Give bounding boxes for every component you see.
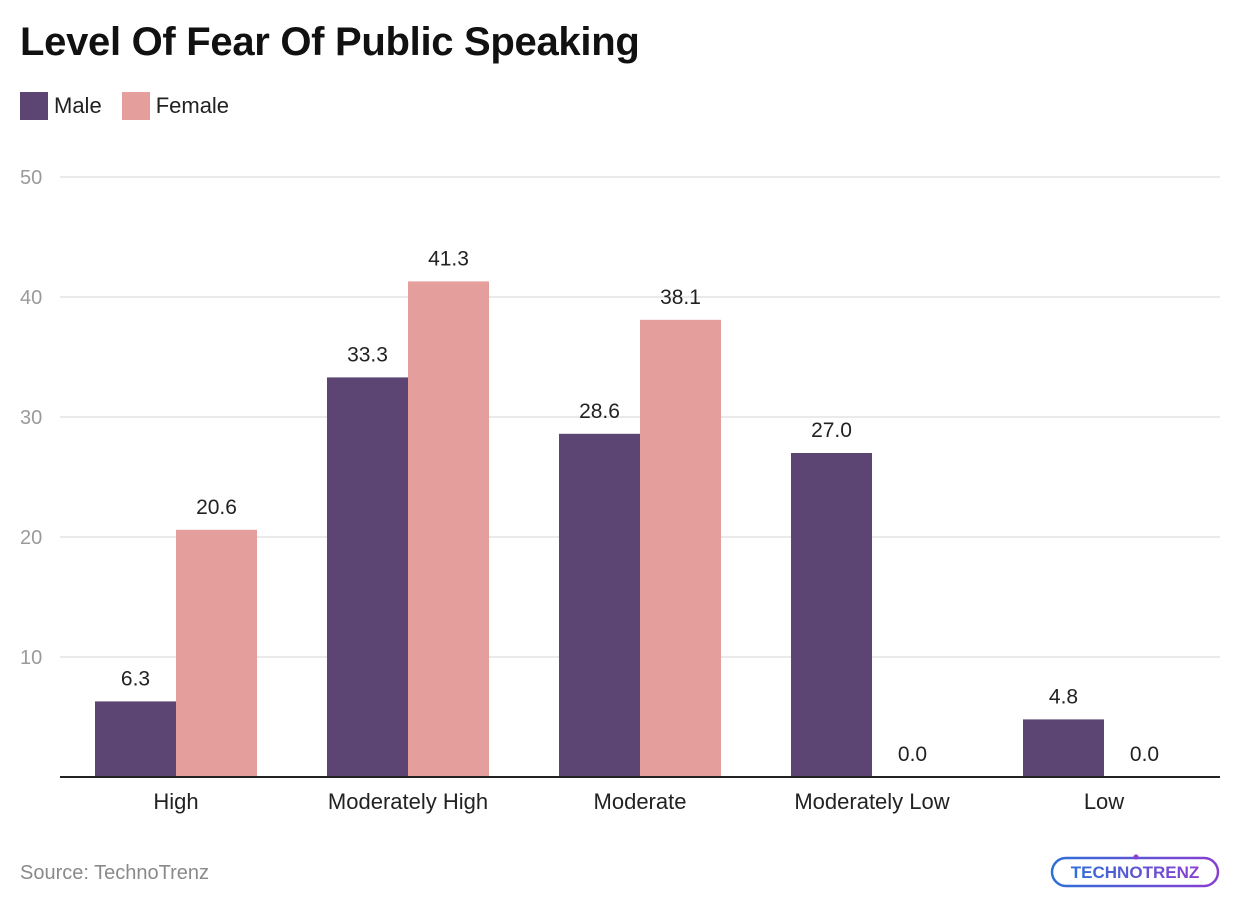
technotrenz-logo: TECHNOTRENZ [1050, 854, 1220, 888]
y-tick-label: 50 [20, 167, 42, 189]
bar-chart: 10 20 30 40 50 6.3 20.6 High 33.3 41.3 Moderately … [20, 167, 1220, 814]
data-label-female: 0.0 [898, 743, 927, 766]
source-text: Source: TechnoTrenz [20, 862, 209, 884]
x-tick-label: Moderately Low [794, 789, 949, 814]
y-tick-label: 20 [20, 527, 42, 549]
legend-item-male: Male [20, 92, 102, 120]
data-label-male: 33.3 [347, 343, 388, 366]
bar-male [791, 453, 872, 777]
y-tick-label: 40 [20, 287, 42, 309]
data-label-male: 28.6 [579, 400, 620, 423]
legend-swatch-female [121, 92, 150, 120]
bar-male [327, 377, 408, 777]
bar-female [640, 319, 721, 777]
legend-item-female: Female [121, 92, 230, 120]
data-label-female: 20.6 [196, 496, 237, 519]
data-label-male: 6.3 [121, 667, 150, 690]
bar-male [95, 701, 176, 777]
y-tick-label: 30 [20, 407, 42, 429]
legend-swatch-male [20, 92, 48, 120]
bar-female [176, 529, 257, 777]
data-label-female: 41.3 [428, 247, 469, 270]
x-tick-label: Moderately High [328, 789, 488, 814]
legend-label-male: Male [54, 93, 102, 118]
legend: Male Female [20, 92, 249, 120]
y-tick-label: 10 [20, 647, 42, 669]
data-label-female: 38.1 [660, 286, 701, 309]
bar-male [559, 433, 640, 777]
logo-dot [1133, 854, 1139, 860]
legend-label-female: Female [155, 93, 230, 118]
x-tick-label: Low [1084, 789, 1124, 814]
bar-male [1023, 719, 1104, 777]
x-tick-label: High [153, 789, 198, 814]
chart-title: Level Of Fear Of Public Speaking [20, 20, 640, 64]
bar-female [408, 281, 489, 777]
logo-text: TECHNOTRENZ [1071, 863, 1199, 882]
data-label-male: 4.8 [1049, 685, 1078, 708]
data-label-male: 27.0 [811, 419, 852, 442]
x-tick-label: Moderate [594, 789, 687, 814]
data-label-female: 0.0 [1130, 743, 1159, 766]
